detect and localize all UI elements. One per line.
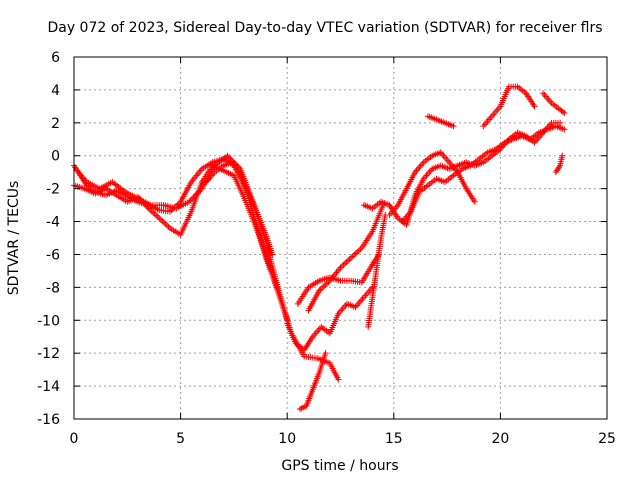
data-series [203, 159, 291, 324]
data-point [193, 191, 200, 198]
data-series [386, 149, 478, 218]
data-point [197, 187, 204, 194]
data-series [296, 350, 329, 413]
data-point [188, 195, 195, 202]
y-tick-label: 0 [51, 149, 60, 165]
data-point [450, 123, 457, 130]
y-tick-label: 6 [51, 50, 60, 66]
data-point [196, 188, 203, 195]
x-tick-label: 25 [598, 431, 616, 447]
x-axis-ticks: 0 5 10 15 20 25 [70, 57, 616, 447]
data-point [194, 190, 201, 197]
y-axis-ticks: -16 -14 -12 -10 -8 -6 -4 -2 0 2 4 6 [37, 50, 607, 428]
x-tick-label: 15 [385, 431, 403, 447]
data-series [552, 152, 566, 176]
data-point [269, 251, 276, 258]
data-series [365, 211, 389, 330]
plot-frame [73, 56, 608, 420]
y-tick-label: 4 [51, 83, 60, 99]
y-tick-label: -4 [46, 215, 60, 231]
y-tick-label: -6 [46, 247, 60, 263]
data-point [559, 152, 566, 159]
data-point [335, 376, 342, 383]
data-point [187, 197, 194, 204]
x-axis-label: GPS time / hours [281, 458, 398, 474]
y-tick-label: -16 [37, 412, 60, 428]
data-point [322, 350, 329, 357]
x-tick-label: 5 [176, 431, 185, 447]
y-tick-label: -12 [37, 346, 60, 362]
data-series [480, 83, 538, 130]
data-series [305, 202, 387, 314]
data-series [399, 123, 568, 225]
data-marks [71, 83, 568, 413]
x-tick-label: 20 [491, 431, 509, 447]
y-tick-label: -10 [37, 313, 60, 329]
x-tick-label: 0 [70, 431, 79, 447]
data-point [561, 126, 568, 133]
data-point [224, 152, 231, 159]
data-point [186, 198, 193, 205]
data-point [557, 119, 564, 126]
data-point [559, 108, 566, 115]
data-series [284, 284, 376, 353]
data-point [225, 154, 232, 161]
data-series [540, 90, 568, 116]
data-series [424, 113, 457, 130]
data-point [471, 198, 478, 205]
y-axis-label: SDTVAR / TECUs [6, 181, 22, 296]
data-point [190, 194, 197, 201]
data-series [294, 251, 382, 307]
y-tick-label: -2 [46, 182, 60, 198]
data-point [531, 103, 538, 110]
data-point [191, 192, 198, 199]
chart-title: Day 072 of 2023, Sidereal Day-to-day VTE… [47, 20, 602, 36]
y-tick-label: 2 [51, 116, 60, 132]
x-tick-label: 10 [278, 431, 296, 447]
data-point [561, 109, 568, 116]
grid-lines [74, 57, 607, 419]
y-tick-label: -8 [46, 280, 60, 296]
y-tick-label: -14 [37, 379, 60, 395]
